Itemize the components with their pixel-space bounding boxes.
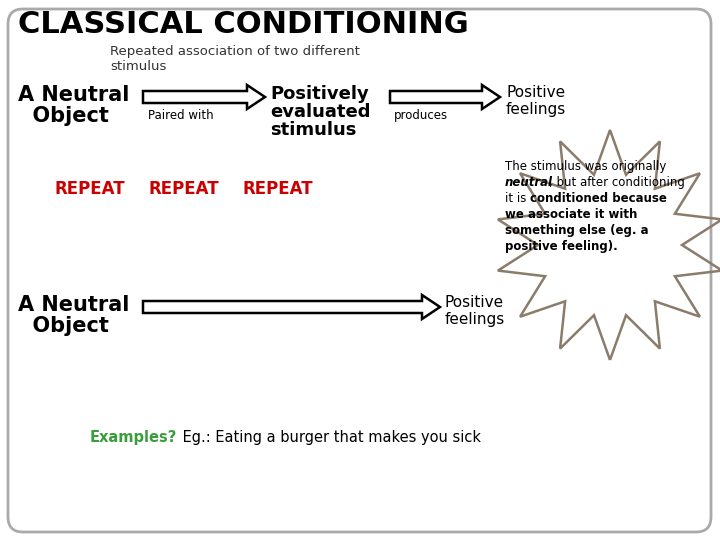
Text: Eg.: Eating a burger that makes you sick: Eg.: Eating a burger that makes you sick (178, 430, 481, 445)
Text: stimulus: stimulus (270, 121, 356, 139)
Text: neutral: neutral (505, 176, 553, 189)
Text: REPEAT: REPEAT (55, 180, 125, 198)
Text: produces: produces (394, 109, 448, 122)
Text: conditioned because: conditioned because (530, 192, 667, 205)
Text: something else (eg. a: something else (eg. a (505, 224, 649, 237)
Text: Positive: Positive (445, 295, 504, 310)
Text: positive feeling).: positive feeling). (505, 240, 618, 253)
Text: REPEAT: REPEAT (148, 180, 219, 198)
Text: A Neutral: A Neutral (18, 85, 130, 105)
Text: Positive: Positive (506, 85, 565, 100)
Text: A Neutral: A Neutral (18, 295, 130, 315)
Text: feelings: feelings (445, 312, 505, 327)
Text: it is: it is (505, 192, 530, 205)
Text: we associate it with: we associate it with (505, 208, 637, 221)
Polygon shape (143, 85, 265, 109)
FancyBboxPatch shape (8, 9, 711, 532)
Text: REPEAT: REPEAT (242, 180, 312, 198)
Text: evaluated: evaluated (270, 103, 371, 121)
Text: Paired with: Paired with (148, 109, 214, 122)
Text: Positively: Positively (270, 85, 369, 103)
Text: feelings: feelings (506, 102, 566, 117)
Text: The stimulus was originally: The stimulus was originally (505, 160, 667, 173)
Text: Examples?: Examples? (90, 430, 177, 445)
Text: Object: Object (18, 106, 109, 126)
Text: Repeated association of two different
stimulus: Repeated association of two different st… (110, 45, 360, 73)
Text: Object: Object (18, 316, 109, 336)
Polygon shape (143, 295, 440, 319)
Text: CLASSICAL CONDITIONING: CLASSICAL CONDITIONING (18, 10, 469, 39)
Polygon shape (390, 85, 500, 109)
Text: , but after conditioning: , but after conditioning (549, 176, 685, 189)
